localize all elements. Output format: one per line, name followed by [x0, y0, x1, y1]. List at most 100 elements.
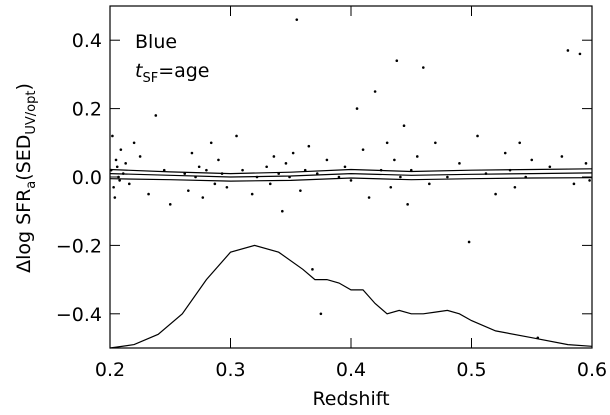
data-point [250, 192, 254, 196]
data-point [385, 141, 389, 145]
data-point [154, 114, 158, 117]
data-point [113, 196, 117, 199]
data-point [268, 182, 272, 186]
data-point [162, 168, 166, 172]
data-point [494, 192, 497, 196]
data-point [389, 185, 393, 189]
data-point [476, 134, 479, 138]
data-point [428, 182, 431, 186]
data-point [217, 158, 220, 162]
data-point [402, 124, 406, 127]
data-point [190, 151, 194, 155]
data-point [566, 49, 570, 52]
data-point [315, 172, 319, 175]
data-point [518, 141, 521, 145]
x-tick-label: 0.2 [95, 359, 125, 381]
data-point [272, 155, 276, 158]
y-label-part: (SED [13, 135, 35, 181]
data-point [530, 158, 534, 162]
data-point [588, 179, 591, 182]
annotation: tSF=age [135, 60, 210, 86]
annotation-part: =age [158, 60, 209, 82]
data-point [343, 165, 347, 169]
annotation-part: t [135, 60, 144, 82]
data-line [109, 168, 593, 175]
data-point [265, 165, 268, 169]
data-point [548, 165, 552, 169]
y-axis-label: Δlog SFRa(SEDUV/opt) [13, 83, 39, 273]
x-tick-label: 0.3 [215, 359, 245, 381]
data-point [124, 162, 127, 165]
data-point [325, 158, 329, 162]
data-point [406, 203, 409, 206]
y-tick-label: −0.4 [56, 304, 102, 326]
data-point [355, 107, 359, 110]
y-tick-label: 0.2 [72, 99, 102, 121]
data-line [109, 172, 593, 178]
data-point [367, 196, 371, 199]
data-point [183, 172, 187, 175]
y-tick-label: 0.0 [72, 167, 102, 189]
data-point [295, 18, 299, 21]
data-point [584, 162, 588, 165]
data-point [209, 141, 213, 145]
data-point [117, 175, 120, 179]
data-point [395, 59, 399, 63]
data-point [284, 162, 288, 165]
annotation: Blue [135, 31, 177, 53]
y-label-part: Δlog SFR [13, 189, 35, 273]
y-tick-label: −0.2 [56, 235, 102, 257]
y-tick-label: 0.4 [72, 30, 102, 52]
data-point [311, 268, 314, 271]
data-point [399, 175, 402, 179]
data-point [111, 134, 114, 138]
data-point [409, 168, 413, 172]
data-point [241, 168, 244, 172]
data-point [422, 66, 425, 69]
data-line [109, 177, 593, 182]
y-label-sub: UV/opt [24, 91, 39, 135]
data-point [147, 192, 150, 196]
data-point [213, 182, 217, 186]
data-point [235, 134, 238, 138]
data-point [132, 141, 136, 145]
x-tick-label: 0.4 [336, 359, 366, 381]
data-line [109, 244, 593, 349]
data-point [361, 148, 365, 151]
data-point [319, 312, 323, 316]
data-point [281, 209, 284, 213]
data-point [349, 179, 353, 182]
data-point [112, 185, 115, 189]
data-point [225, 185, 229, 189]
data-point [168, 203, 172, 206]
y-label-part: ) [13, 83, 35, 90]
x-axis-label: Redshift [312, 388, 389, 410]
data-point [560, 155, 564, 158]
data-point [119, 148, 123, 151]
data-point [337, 175, 341, 179]
data-point [572, 182, 576, 186]
data-point [467, 240, 471, 244]
data-point [197, 165, 201, 169]
data-point [434, 141, 437, 145]
x-tick-label: 0.5 [456, 359, 486, 381]
data-point [114, 158, 118, 162]
data-point [393, 158, 396, 162]
data-point [458, 162, 461, 165]
annotation-sub: SF [142, 71, 158, 86]
data-point [373, 90, 377, 93]
data-point [127, 182, 131, 186]
y-label-sub: a [24, 181, 39, 189]
data-point [415, 155, 419, 158]
data-point [118, 179, 121, 182]
data-point [303, 168, 307, 172]
data-point [205, 168, 208, 172]
data-point [299, 189, 302, 192]
data-point [503, 151, 507, 155]
data-point [115, 165, 119, 169]
data-point [446, 175, 449, 179]
data-point [138, 155, 142, 158]
data-point [291, 151, 295, 155]
plot-frame [109, 5, 593, 349]
